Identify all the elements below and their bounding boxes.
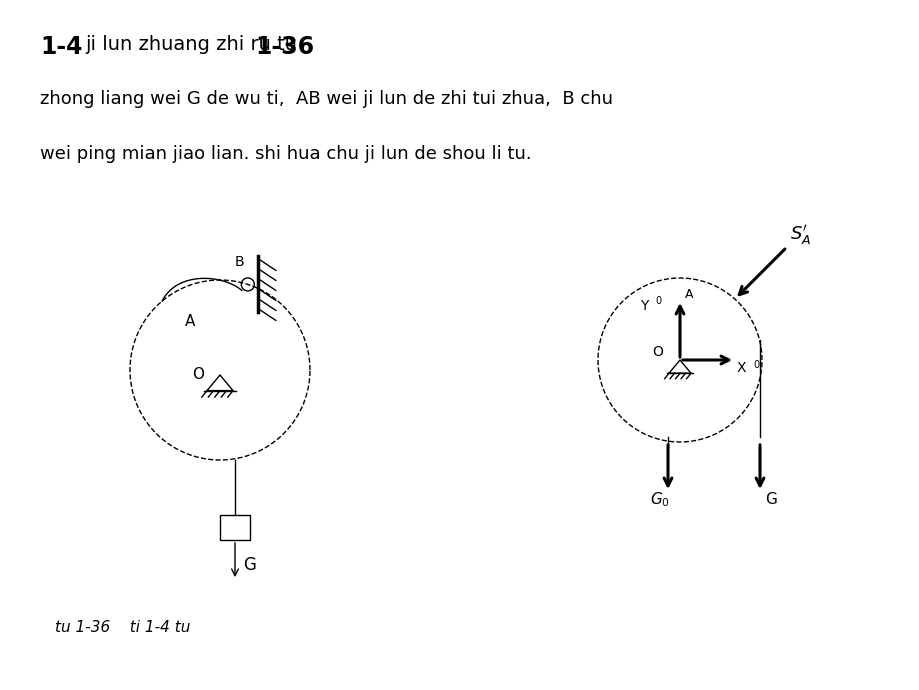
Text: A: A [185, 315, 195, 330]
Text: 1-36: 1-36 [255, 35, 313, 59]
Text: G: G [243, 556, 255, 574]
Text: 0: 0 [752, 360, 758, 370]
Text: O: O [652, 345, 663, 359]
Text: 1-4: 1-4 [40, 35, 83, 59]
Text: Y: Y [640, 299, 648, 313]
Text: tu 1-36    ti 1-4 tu: tu 1-36 ti 1-4 tu [55, 620, 190, 635]
Text: $S_A'$: $S_A'$ [789, 223, 811, 246]
Text: zhong liang wei G de wu ti,  AB wei ji lun de zhi tui zhua,  B chu: zhong liang wei G de wu ti, AB wei ji lu… [40, 90, 612, 108]
Text: G: G [765, 492, 776, 507]
Text: wei ping mian jiao lian. shi hua chu ji lun de shou li tu.: wei ping mian jiao lian. shi hua chu ji … [40, 145, 531, 163]
Bar [220, 515, 250, 540]
Text: A: A [685, 288, 693, 301]
Text: $G_0$: $G_0$ [650, 490, 669, 509]
Text: X: X [736, 361, 745, 375]
Text: O: O [192, 368, 204, 382]
Text: B: B [234, 255, 244, 269]
Text: ji lun zhuang zhi ru tu: ji lun zhuang zhi ru tu [85, 35, 297, 54]
Text: 0: 0 [654, 296, 661, 306]
